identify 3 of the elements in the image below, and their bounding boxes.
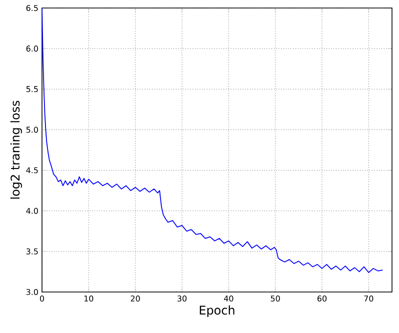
y-axis-title: log2 traning loss xyxy=(10,100,22,199)
line-series xyxy=(42,8,384,273)
x-axis-title: Epoch xyxy=(200,305,234,317)
